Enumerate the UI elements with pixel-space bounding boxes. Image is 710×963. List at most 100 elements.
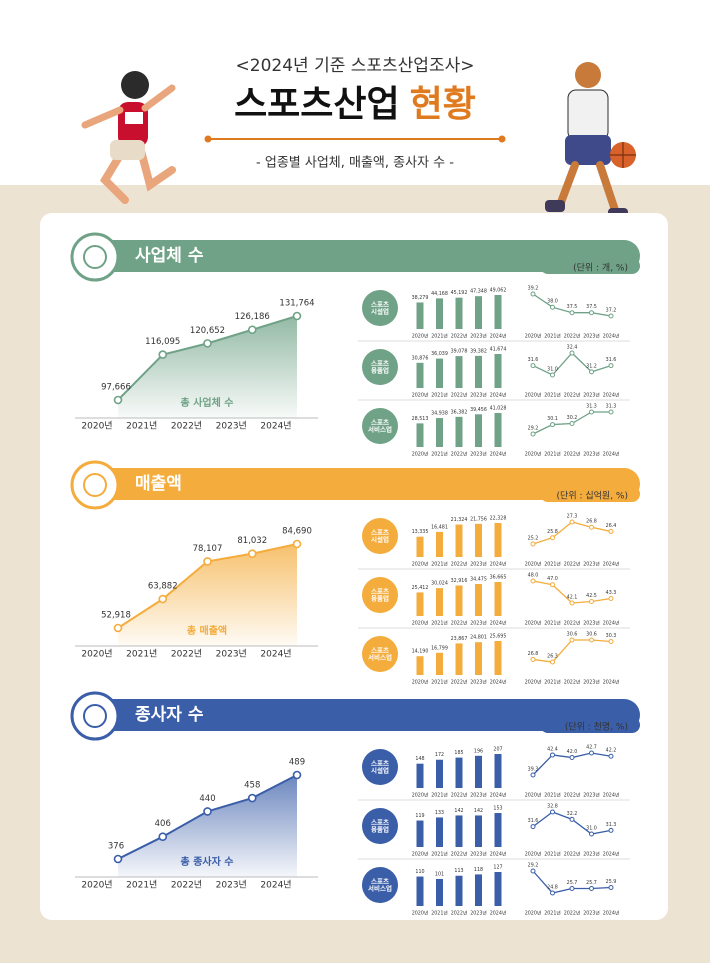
share-point — [608, 827, 614, 833]
share-point — [608, 639, 614, 645]
bar-value-label: 44,168 — [431, 291, 448, 297]
share-value-label: 30.3 — [606, 633, 617, 639]
bar-value-label: 30,876 — [412, 355, 429, 361]
x-tick-label: 2023년 — [470, 851, 487, 858]
share-value-label: 27.3 — [567, 514, 578, 520]
bar-value-label: 36,382 — [451, 409, 468, 415]
x-tick-label: 2020년 — [525, 679, 542, 686]
x-tick-label: 2022년 — [451, 620, 468, 627]
x-tick-label: 2024년 — [603, 851, 620, 858]
share-point — [550, 582, 555, 588]
x-tick-label: 2024년 — [603, 679, 620, 686]
x-tick-label: 2021년 — [431, 679, 448, 686]
x-tick-label: 2023년 — [583, 561, 600, 568]
share-value-label: 37.5 — [586, 304, 597, 310]
bar — [416, 820, 424, 847]
point — [292, 539, 302, 549]
share-point — [569, 350, 575, 356]
value-label: 406 — [155, 819, 171, 829]
bar — [436, 652, 443, 675]
x-tick-label: 2021년 — [126, 421, 157, 432]
share-point — [608, 596, 614, 602]
x-tick-label: 2024년 — [603, 792, 620, 799]
rule-dot — [204, 135, 212, 143]
bar — [494, 295, 502, 329]
row-label: 스포츠 시설업 — [371, 299, 389, 315]
bar-value-label: 45,192 — [451, 290, 468, 296]
x-tick-label: 2024년 — [490, 679, 507, 686]
bar-value-label: 32,916 — [451, 578, 468, 584]
share-value-label: 25.7 — [567, 880, 578, 886]
bar-value-label: 49,062 — [490, 288, 507, 294]
x-tick-label: 2022년 — [564, 451, 581, 458]
bar-value-label: 196 — [474, 748, 483, 754]
bar-value-label: 16,799 — [431, 645, 448, 651]
x-tick-label: 2020년 — [412, 392, 429, 399]
value-label: 489 — [289, 758, 305, 768]
share-value-label: 31.3 — [606, 404, 617, 410]
share-point — [530, 541, 536, 547]
share-point — [550, 809, 555, 815]
bar-value-label: 16,481 — [431, 524, 448, 530]
share-point — [569, 310, 575, 316]
x-tick-label: 2023년 — [470, 679, 487, 686]
bar-value-label: 47,348 — [470, 289, 487, 295]
x-tick-label: 2020년 — [81, 880, 112, 891]
point — [292, 770, 302, 780]
share-point — [530, 656, 536, 662]
x-tick-label: 2020년 — [525, 851, 542, 858]
x-tick-label: 2021년 — [431, 851, 448, 858]
x-tick-label: 2023년 — [216, 649, 247, 660]
bar-value-label: 185 — [454, 750, 463, 756]
share-value-label: 31.6 — [606, 357, 617, 363]
share-value-label: 29.2 — [528, 863, 539, 869]
share-point — [550, 535, 555, 541]
x-tick-label: 2023년 — [583, 333, 600, 340]
x-tick-label: 2020년 — [412, 910, 429, 917]
rule-dot — [498, 135, 506, 143]
x-tick-label: 2022년 — [564, 851, 581, 858]
section-icon-ring — [70, 691, 120, 741]
share-value-label: 43.3 — [606, 590, 617, 596]
bar — [455, 815, 463, 847]
bar-value-label: 13,335 — [412, 529, 429, 535]
x-tick-label: 2022년 — [564, 561, 581, 568]
bar — [475, 523, 482, 557]
bar-value-label: 21,324 — [451, 517, 468, 523]
x-tick-label: 2021년 — [544, 561, 561, 568]
x-tick-label: 2024년 — [490, 792, 507, 799]
x-tick-label: 2023년 — [470, 620, 487, 627]
x-tick-label: 2020년 — [81, 649, 112, 660]
section-title: 매출액 — [135, 474, 182, 494]
bar — [494, 813, 502, 847]
share-value-label: 42.0 — [567, 749, 578, 755]
value-label: 116,095 — [145, 337, 180, 347]
x-tick-label: 2024년 — [490, 561, 507, 568]
x-tick-label: 2020년 — [525, 451, 542, 458]
bar — [475, 414, 482, 447]
header-subtitle: <2024년 기준 스포츠산업조사> — [236, 56, 475, 76]
share-point — [589, 310, 594, 316]
share-point — [569, 600, 575, 606]
x-tick-label: 2022년 — [451, 851, 468, 858]
bar — [455, 757, 463, 788]
bar — [436, 588, 443, 616]
x-tick-label: 2020년 — [412, 792, 429, 799]
share-point — [589, 524, 594, 530]
bar-value-label: 142 — [454, 808, 463, 814]
section-banner — [90, 699, 640, 731]
x-tick-label: 2020년 — [525, 333, 542, 340]
bar-value-label: 34,938 — [431, 411, 448, 417]
share-point — [569, 421, 575, 427]
section-banner — [90, 468, 640, 500]
x-tick-label: 2020년 — [412, 561, 429, 568]
point — [113, 395, 123, 405]
row-label: 스포츠 시설업 — [371, 527, 389, 543]
row-badge — [362, 808, 398, 844]
bar — [494, 523, 502, 557]
share-point — [589, 409, 594, 415]
x-tick-label: 2023년 — [583, 392, 600, 399]
bar-value-label: 110 — [415, 869, 424, 875]
x-tick-label: 2023년 — [470, 392, 487, 399]
bar — [494, 872, 502, 906]
